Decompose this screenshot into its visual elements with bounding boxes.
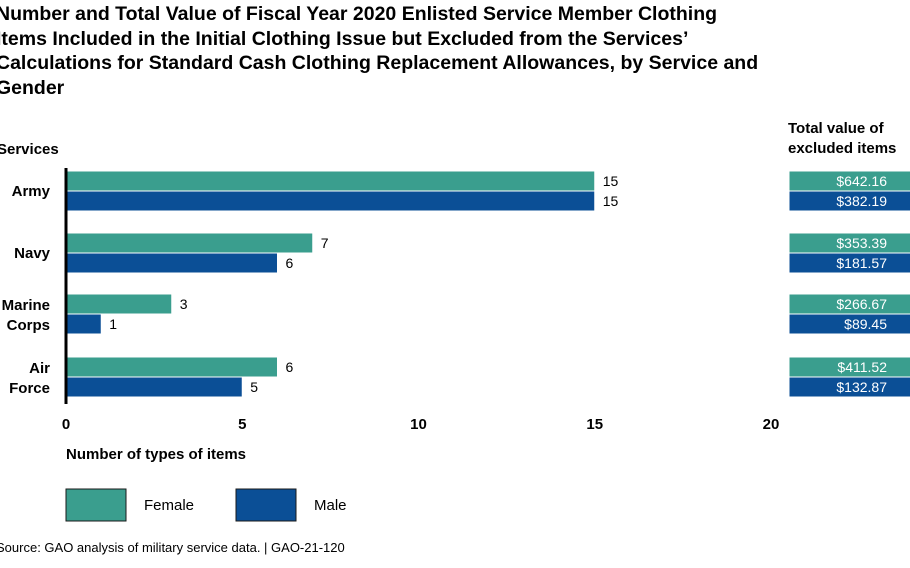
value-label: $89.45 [844, 316, 887, 332]
title-line: Number and Total Value of Fiscal Year 20… [0, 3, 718, 25]
data-label: 15 [603, 173, 619, 189]
value-box-male [788, 252, 910, 274]
category-label: Army [12, 183, 51, 200]
value-column-header: excluded items [788, 140, 896, 157]
data-label: 7 [321, 235, 329, 251]
category-label: Air [29, 360, 50, 377]
data-label: 6 [286, 359, 294, 375]
value-label: $353.39 [836, 235, 887, 251]
data-label: 3 [180, 296, 188, 312]
category-label: Corps [7, 317, 50, 334]
value-label: $411.52 [837, 359, 887, 375]
x-tick-label: 10 [410, 416, 427, 433]
value-column-header: Total value of [788, 120, 885, 137]
data-label: 15 [603, 193, 619, 209]
data-label: 5 [250, 379, 258, 395]
bar-male [65, 376, 243, 398]
x-tick-label: 0 [62, 416, 70, 433]
value-label: $266.67 [836, 296, 887, 312]
category-label: Navy [14, 245, 51, 262]
y-axis-title: Services [0, 141, 59, 158]
legend-label: Male [314, 497, 347, 514]
bar-female [65, 293, 173, 315]
value-label: $382.19 [836, 193, 887, 209]
bar-male [65, 190, 596, 212]
source-note: Source: GAO analysis of military service… [0, 540, 345, 555]
category-label: Marine [2, 297, 50, 314]
data-label: 6 [286, 255, 294, 271]
legend-swatch-male [235, 488, 297, 522]
value-box-male [788, 190, 910, 212]
bar-male [65, 252, 278, 274]
bar-female [65, 170, 596, 192]
bar-female [65, 232, 314, 254]
data-label: 1 [109, 316, 117, 332]
title-line: Items Included in the Initial Clothing I… [0, 27, 689, 50]
title-line: Calculations for Standard Cash Clothing … [0, 52, 759, 74]
value-label: $642.16 [836, 173, 887, 189]
category-label: Force [9, 380, 50, 397]
x-tick-label: 15 [586, 416, 603, 433]
value-box-male [788, 376, 910, 398]
value-label: $132.87 [836, 379, 887, 395]
x-tick-label: 5 [238, 416, 246, 433]
value-box-male [788, 313, 910, 335]
x-axis-title: Number of types of items [66, 446, 246, 463]
x-tick-label: 20 [763, 416, 780, 433]
value-label: $181.57 [836, 255, 887, 271]
legend-label: Female [144, 497, 194, 514]
bar-female [65, 356, 278, 378]
chart-title: Number and Total Value of Fiscal Year 20… [0, 2, 910, 100]
bar-male [65, 313, 102, 335]
title-line: Gender [0, 76, 65, 99]
legend-swatch-female [65, 488, 127, 522]
